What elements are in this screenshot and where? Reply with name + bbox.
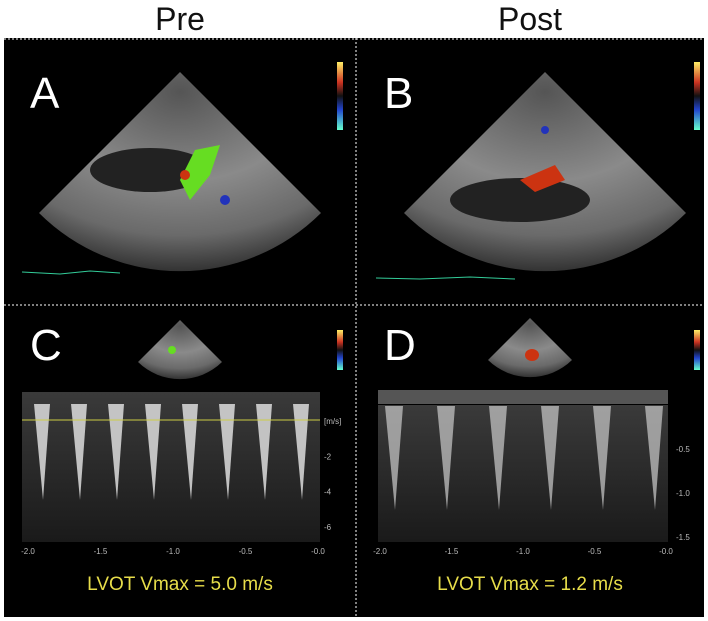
y-tick-label: -4 [324,488,332,497]
panel-label: A [30,69,60,118]
column-header: Pre [155,1,205,37]
color-flow [520,165,565,192]
ecg [375,276,516,280]
y-tick-label: -1.5 [676,533,690,542]
doppler-envelope [593,406,611,510]
column-header: Post [498,1,562,37]
doppler-spectrum [378,405,668,542]
doppler-envelope [219,404,235,500]
ecg [21,270,121,275]
doppler-envelope [437,406,455,510]
y-tick-label: [m/s] [324,417,341,426]
doppler-envelope [71,404,87,500]
color-scale [694,62,700,130]
y-tick-label: -0.5 [676,445,690,454]
doppler-envelope [34,404,50,500]
doppler-envelope [385,406,403,510]
y-tick-label: -1.0 [676,489,690,498]
doppler-spectrum [22,392,320,542]
x-tick-label: -1.5 [94,547,108,556]
doppler-envelope [256,404,272,500]
y-tick-label: -2 [324,452,332,461]
x-tick-label: -0.0 [659,547,673,556]
color-flow [525,349,539,361]
chamber [450,178,590,222]
caption: LVOT Vmax = 1.2 m/s [437,574,623,595]
color-flow [168,346,176,354]
doppler-envelope [108,404,124,500]
panel-label: B [384,69,413,118]
doppler-envelope [489,406,507,510]
x-tick-label: -0.0 [311,547,325,556]
echo-sector [488,318,572,378]
chamber [90,148,210,192]
caption: LVOT Vmax = 5.0 m/s [87,574,273,595]
doppler-envelope [645,406,663,510]
color-flow [180,145,220,200]
x-tick-label: -1.0 [166,547,180,556]
color-scale [337,330,343,370]
panel-label: D [384,321,416,370]
x-tick-label: -1.5 [445,547,459,556]
echo-sector [138,320,222,380]
color-flow [220,195,230,205]
doppler-envelope [145,404,161,500]
header-band [4,2,704,38]
color-scale [694,330,700,370]
doppler-envelope [182,404,198,500]
x-tick-label: -1.0 [516,547,530,556]
color-flow [541,126,549,134]
color-scale [337,62,343,130]
doppler-envelope [293,404,309,500]
color-flow [180,170,190,180]
doppler-baseline [378,390,668,404]
doppler-envelope [541,406,559,510]
x-tick-label: -2.0 [373,547,387,556]
x-tick-label: -0.5 [239,547,253,556]
x-tick-label: -0.5 [588,547,602,556]
panel-label: C [30,321,62,370]
y-tick-label: -6 [324,523,332,532]
x-tick-label: -2.0 [21,547,35,556]
